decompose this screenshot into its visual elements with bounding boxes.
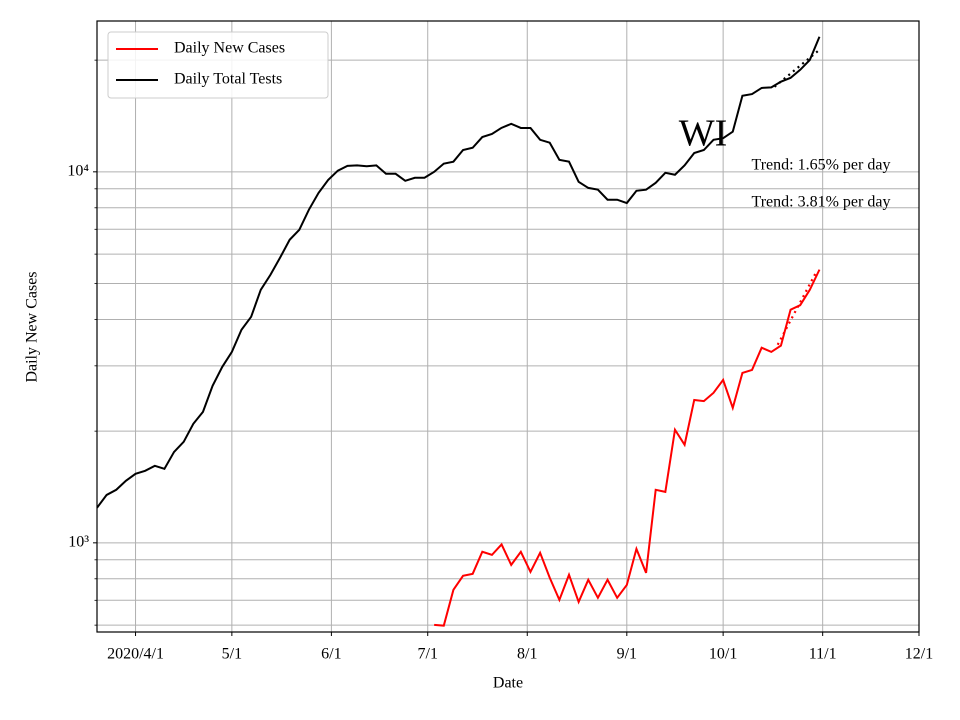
legend-label: Daily New Cases [174,40,285,57]
x-tick-label: 10/1 [709,646,737,663]
x-tick-label: 7/1 [418,646,438,663]
x-tick-label: 2020/4/1 [107,646,164,663]
annotation: Trend: 3.81% per day [752,194,891,211]
trend-line [776,271,818,346]
y-axis-label: Daily New Cases [24,271,41,382]
x-tick-label: 11/1 [809,646,837,663]
plot-area [97,36,821,627]
plot-frame [96,20,920,633]
series-line [434,269,821,627]
x-tick-label: 9/1 [617,646,637,663]
series-line [97,36,821,509]
x-tick-label: 5/1 [222,646,242,663]
legend-label: Daily Total Tests [174,71,282,88]
x-axis-label: Date [493,675,523,692]
annotation: WI [679,113,728,155]
x-tick-label: 6/1 [321,646,341,663]
trend-line [773,48,821,88]
annotation: Trend: 1.65% per day [752,157,891,174]
x-tick-label: 12/1 [905,646,933,663]
y-tick-label: 10³ [68,534,89,551]
y-tick-label: 10⁴ [67,163,89,180]
x-tick-label: 8/1 [517,646,537,663]
legend-box [107,31,329,99]
